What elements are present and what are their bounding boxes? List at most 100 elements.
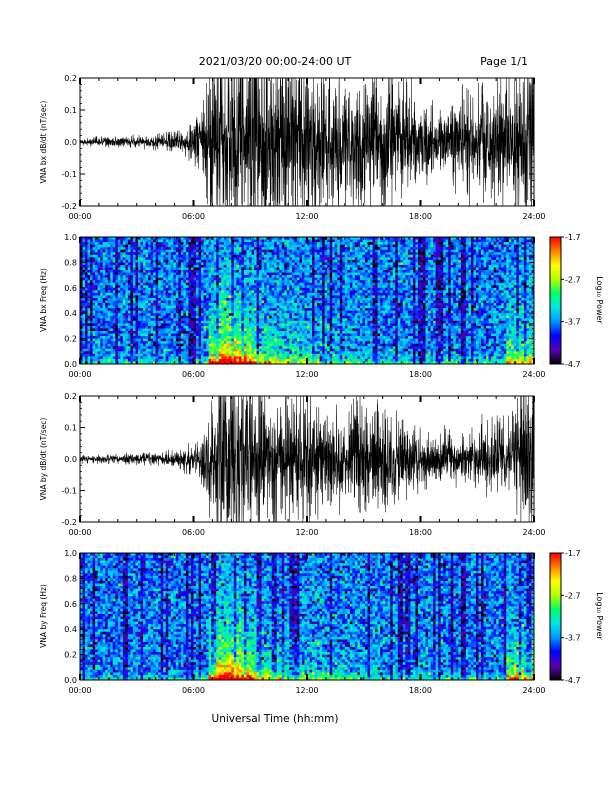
spectrogram-cell	[148, 323, 151, 327]
spectrogram-cell	[271, 323, 275, 327]
spectrogram-cell	[185, 353, 189, 357]
spectrogram-cell	[327, 358, 330, 362]
spectrogram-cell	[281, 315, 285, 319]
spectrogram-cell	[216, 300, 220, 304]
spectrogram-cell	[153, 277, 156, 281]
spectrogram-cell	[163, 282, 167, 286]
spectrogram-cell	[122, 239, 126, 243]
spectrogram-cell	[243, 262, 247, 266]
spectrogram-cell	[125, 320, 129, 324]
spectrogram-cell	[254, 287, 257, 291]
spectrogram-cell	[236, 244, 240, 248]
spectrogram-cell	[138, 305, 141, 309]
spectrogram-cell	[276, 310, 280, 314]
spectrogram-cell	[165, 242, 169, 245]
spectrogram-cell	[238, 237, 242, 240]
spectrogram-cell	[317, 328, 320, 332]
spectrogram-cell	[299, 282, 303, 286]
spectrogram-cell	[85, 310, 88, 314]
spectrogram-cell	[271, 254, 275, 258]
spectrogram-cell	[254, 330, 257, 334]
spectrogram-cell	[183, 308, 187, 311]
spectrogram-cell	[193, 272, 197, 276]
spectrogram-cell	[196, 249, 199, 253]
spectrogram-cell	[216, 244, 220, 248]
spectrogram-cell	[256, 308, 260, 311]
spectrogram-cell	[327, 257, 330, 261]
spectrogram-cell	[276, 254, 280, 258]
spectrogram-cell	[284, 239, 288, 243]
spectrogram-cell	[231, 310, 235, 314]
spectrogram-cell	[190, 239, 194, 243]
spectrogram-cell	[221, 280, 225, 284]
spectrogram-cell	[196, 320, 199, 324]
spectrogram-cell	[82, 287, 86, 291]
spectrogram-cell	[196, 343, 199, 347]
spectrogram-cell	[289, 267, 293, 271]
spectrogram-cell	[130, 300, 134, 304]
spectrogram-cell	[193, 247, 197, 250]
spectrogram-cell	[329, 272, 333, 276]
spectrogram-cell	[188, 353, 192, 357]
spectrogram-cell	[120, 300, 124, 304]
spectrogram-cell	[271, 343, 275, 347]
spectrogram-cell	[112, 249, 116, 253]
spectrogram-cell	[193, 259, 197, 263]
spectrogram-cell	[266, 333, 270, 337]
spectrogram-cell	[251, 303, 255, 306]
spectrogram-cell	[266, 323, 270, 327]
spectrogram-cell	[190, 259, 194, 263]
spectrogram-cell	[196, 323, 199, 327]
spectrogram-cell	[130, 310, 134, 314]
spectrogram-cell	[193, 297, 197, 301]
spectrogram-cell	[324, 275, 328, 278]
panel-bx-spectrogram: VNA bx Freq (Hz)	[39, 236, 535, 365]
spectrogram-cell	[243, 305, 247, 309]
spectrogram-cell	[120, 259, 124, 263]
spectrogram-cell	[198, 346, 202, 350]
spectrogram-cell	[112, 244, 116, 248]
spectrogram-cell	[206, 285, 209, 289]
spectrogram-cell	[138, 290, 141, 294]
spectrogram-cell	[85, 320, 88, 324]
spectrogram-cell	[163, 323, 167, 327]
spectrogram-cell	[228, 242, 232, 245]
spectrogram-cell	[259, 351, 262, 355]
spectrogram-cell	[322, 237, 325, 240]
spectrogram-cell	[299, 275, 303, 278]
spectrogram-cell	[120, 318, 124, 322]
spectrogram-cell	[168, 282, 172, 286]
spectrogram-cell	[259, 249, 262, 253]
spectrogram-cell	[223, 262, 227, 266]
spectrogram-cell	[226, 282, 230, 286]
spectrogram-cell	[201, 292, 204, 296]
spectrogram-cell	[196, 297, 199, 301]
spectrogram-cell	[163, 305, 167, 309]
spectrogram-cell	[296, 338, 300, 342]
spectrogram-cell	[289, 333, 293, 337]
spectrogram-cell	[324, 252, 328, 256]
spectrogram-cell	[87, 313, 91, 317]
spectrogram-cell	[286, 249, 290, 253]
spectrogram-cell	[168, 287, 172, 291]
spectrogram-cell	[246, 325, 250, 329]
spectrogram-cell	[329, 244, 333, 248]
spectrogram-cell	[322, 262, 325, 266]
spectrogram-cell	[85, 257, 88, 261]
spectrogram-cell	[170, 259, 174, 263]
spectrogram-cell	[153, 297, 156, 301]
spectrogram-cell	[286, 308, 290, 311]
spectrogram-cell	[304, 325, 308, 329]
spectrogram-cell	[185, 237, 189, 240]
spectrogram-cell	[188, 275, 192, 278]
spectrogram-cell	[216, 351, 220, 355]
spectrogram-cell	[246, 264, 250, 268]
spectrogram-cell	[319, 257, 323, 261]
spectrogram-cell	[90, 303, 93, 306]
spectrogram-cell	[327, 272, 330, 276]
spectrogram-cell	[165, 290, 169, 294]
spectrogram-cell	[264, 348, 267, 352]
spectrogram-cell	[155, 343, 159, 347]
spectrogram-cell	[213, 330, 217, 334]
spectrogram-cell	[185, 270, 189, 273]
